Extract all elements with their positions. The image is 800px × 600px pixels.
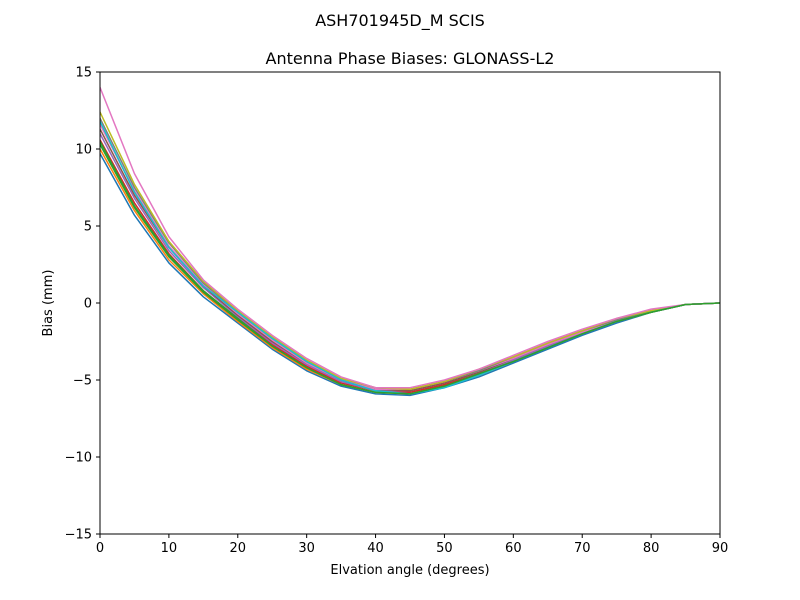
x-tick-label: 90 <box>712 541 729 556</box>
x-axis-label: Elvation angle (degrees) <box>330 563 489 578</box>
series-line-12 <box>100 140 720 395</box>
series-line-11 <box>100 86 720 389</box>
x-tick-label: 0 <box>96 541 104 556</box>
y-axis-label: Bias (mm) <box>41 270 56 337</box>
y-tick-label: −5 <box>73 374 92 389</box>
x-tick-label: 80 <box>643 541 660 556</box>
figure-suptitle: ASH701945D_M SCIS <box>315 11 485 31</box>
y-axis: −15 −10 −5 0 5 10 15 <box>65 66 100 543</box>
y-tick-label: 15 <box>75 66 92 81</box>
y-tick-label: 0 <box>84 297 92 312</box>
x-tick-label: 70 <box>574 541 591 556</box>
y-tick-label: −15 <box>65 528 92 543</box>
x-tick-label: 50 <box>436 541 453 556</box>
y-tick-label: 5 <box>84 220 92 235</box>
x-tick-label: 20 <box>230 541 247 556</box>
x-tick-label: 10 <box>161 541 178 556</box>
x-tick-label: 60 <box>505 541 522 556</box>
series-line-1 <box>100 152 720 397</box>
x-tick-label: 30 <box>298 541 315 556</box>
x-tick-label: 40 <box>367 541 384 556</box>
series-layer <box>100 86 720 397</box>
y-tick-label: 10 <box>75 143 92 158</box>
y-tick-label: −10 <box>65 451 92 466</box>
x-axis: 0 10 20 30 40 50 60 70 80 90 <box>96 534 728 556</box>
chart-title: Antenna Phase Biases: GLONASS-L2 <box>266 49 555 68</box>
